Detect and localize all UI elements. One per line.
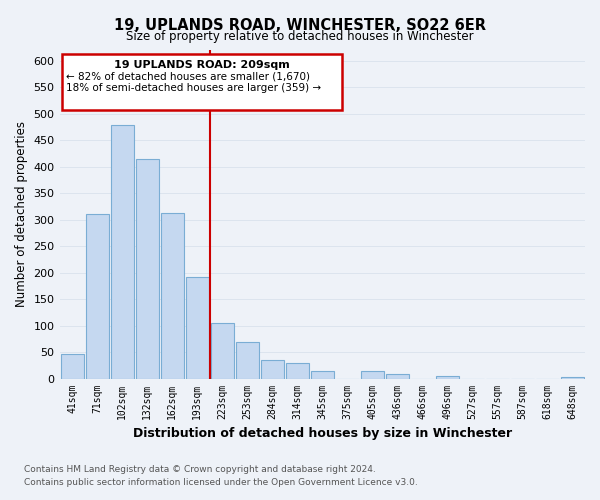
Text: ← 82% of detached houses are smaller (1,670): ← 82% of detached houses are smaller (1,… xyxy=(66,72,310,82)
Bar xyxy=(311,371,334,378)
Bar xyxy=(136,159,158,378)
Text: Contains public sector information licensed under the Open Government Licence v3: Contains public sector information licen… xyxy=(24,478,418,487)
Bar xyxy=(61,354,83,378)
Bar xyxy=(386,374,409,378)
Bar xyxy=(110,124,134,378)
Bar xyxy=(286,362,309,378)
Text: 18% of semi-detached houses are larger (359) →: 18% of semi-detached houses are larger (… xyxy=(66,82,321,92)
Bar xyxy=(185,277,209,378)
Bar xyxy=(161,212,184,378)
Bar xyxy=(236,342,259,378)
Bar xyxy=(436,376,459,378)
Bar xyxy=(86,214,109,378)
Text: Size of property relative to detached houses in Winchester: Size of property relative to detached ho… xyxy=(126,30,474,43)
X-axis label: Distribution of detached houses by size in Winchester: Distribution of detached houses by size … xyxy=(133,427,512,440)
Bar xyxy=(261,360,284,378)
Y-axis label: Number of detached properties: Number of detached properties xyxy=(15,122,28,308)
Bar xyxy=(361,371,384,378)
Bar xyxy=(62,54,342,110)
Bar xyxy=(211,324,233,378)
Text: 19, UPLANDS ROAD, WINCHESTER, SO22 6ER: 19, UPLANDS ROAD, WINCHESTER, SO22 6ER xyxy=(114,18,486,32)
Text: 19 UPLANDS ROAD: 209sqm: 19 UPLANDS ROAD: 209sqm xyxy=(114,60,290,70)
Text: Contains HM Land Registry data © Crown copyright and database right 2024.: Contains HM Land Registry data © Crown c… xyxy=(24,466,376,474)
